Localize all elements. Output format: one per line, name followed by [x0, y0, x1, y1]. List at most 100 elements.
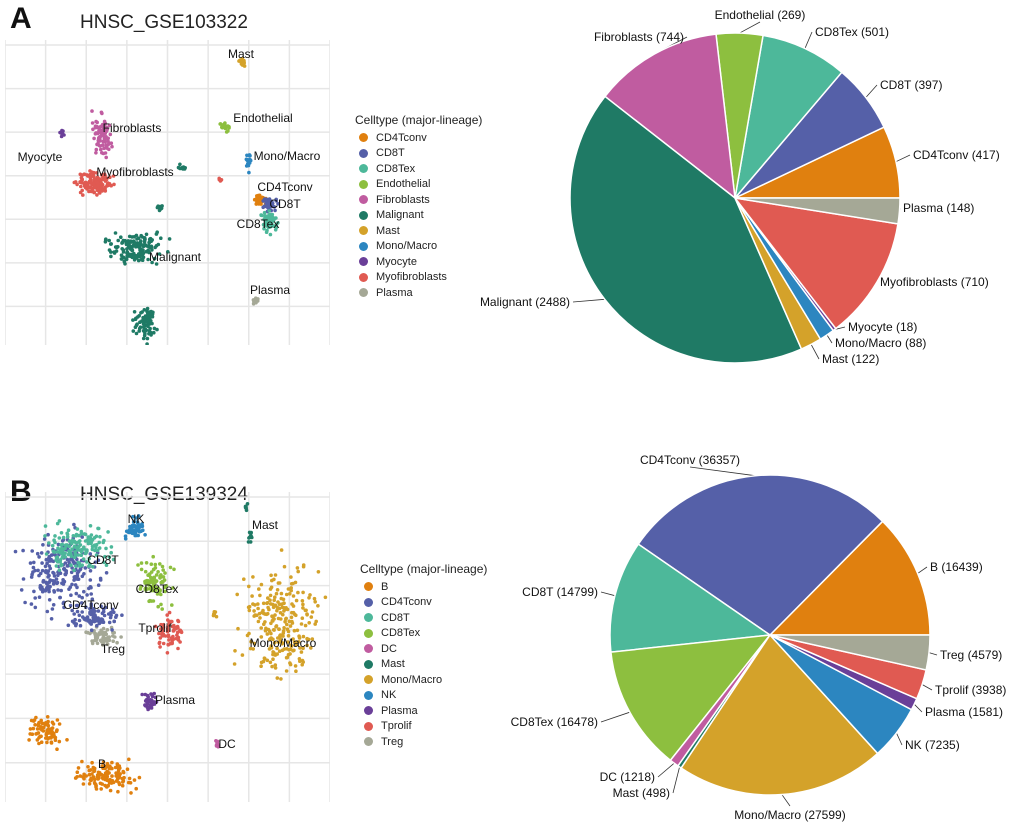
umap-point: [288, 624, 293, 628]
umap-point: [75, 609, 80, 614]
umap-point: [136, 527, 141, 532]
leader-line: [826, 334, 833, 344]
umap-point: [232, 662, 237, 666]
umap-point: [81, 557, 86, 561]
umap-point: [139, 561, 144, 565]
umap-point: [108, 788, 113, 793]
umap-point: [178, 640, 182, 644]
umap-point: [120, 240, 125, 245]
umap-point: [57, 722, 62, 726]
umap-point: [97, 143, 101, 148]
umap-point: [102, 126, 107, 130]
umap-point: [100, 151, 104, 155]
umap-point: [83, 180, 88, 185]
umap-point: [111, 174, 116, 178]
umap-point: [215, 740, 219, 745]
umap-point: [259, 660, 264, 665]
umap-point: [91, 173, 96, 177]
umap-point: [90, 597, 95, 601]
umap-point: [103, 240, 108, 244]
legend-label: Mono/Macro: [381, 673, 443, 686]
umap-point: [91, 127, 95, 132]
umap-cluster-b: [27, 715, 69, 751]
umap-point: [139, 233, 143, 238]
umap-point: [109, 613, 113, 617]
umap-point: [247, 153, 252, 157]
umap-point: [92, 190, 96, 194]
umap-point: [269, 573, 273, 578]
umap-point: [57, 568, 62, 572]
umap-point: [146, 311, 150, 316]
umap-point: [90, 109, 94, 113]
umap-point: [243, 504, 248, 509]
umap-point: [270, 664, 274, 669]
umap-point: [273, 573, 278, 577]
umap-point: [309, 615, 314, 619]
umap-point: [99, 787, 103, 791]
umap-point: [21, 577, 26, 581]
umap-point: [139, 311, 143, 315]
umap-point: [102, 633, 106, 637]
umap-point: [72, 555, 77, 560]
umap-point: [88, 578, 93, 582]
umap-point: [95, 641, 100, 646]
pie-label-plasma: Plasma (148): [903, 201, 974, 215]
legend-swatch: [359, 272, 368, 282]
umap-point: [109, 242, 113, 246]
umap-point: [107, 238, 111, 243]
umap-point: [149, 312, 153, 316]
umap-point: [37, 573, 41, 578]
umap-point: [40, 589, 45, 594]
umap-point: [146, 244, 151, 249]
umap-point: [63, 561, 68, 565]
umap-point: [152, 326, 157, 331]
umap-point: [39, 740, 44, 744]
umap-point: [261, 601, 266, 606]
umap-cluster-mono-macro: [211, 610, 219, 619]
umap-point: [94, 171, 99, 175]
umap-point: [220, 124, 225, 129]
umap-point: [64, 571, 68, 575]
pie-slice-mono-macro: [680, 633, 879, 796]
umap-point: [131, 514, 135, 519]
umap-point: [120, 613, 124, 617]
umap-point: [127, 243, 131, 247]
umap-point: [259, 582, 264, 587]
umap-point: [72, 578, 76, 582]
umap-point: [88, 768, 93, 772]
umap-point: [262, 223, 266, 227]
umap-point: [273, 666, 278, 670]
umap-point: [282, 626, 286, 630]
umap-point: [59, 531, 64, 535]
umap-point: [121, 248, 126, 252]
umap-point: [43, 723, 47, 727]
cluster-label-treg: Treg: [101, 642, 125, 656]
umap-point: [94, 553, 99, 557]
umap-point: [284, 655, 289, 660]
cluster-label-cd8tex: CD8Tex: [136, 582, 179, 596]
umap-point: [247, 608, 252, 613]
legend-swatch: [364, 690, 373, 700]
umap-point: [52, 580, 57, 585]
umap-point: [120, 776, 124, 781]
umap-point: [214, 614, 219, 619]
umap-point: [168, 565, 173, 570]
umap-point: [244, 157, 249, 162]
umap-point: [50, 543, 55, 548]
umap-point: [263, 216, 267, 220]
umap-point: [28, 727, 33, 731]
umap-point: [268, 660, 273, 665]
umap-point: [132, 519, 136, 523]
umap-point: [171, 586, 175, 590]
umap-point: [55, 521, 60, 526]
legend-label: CD8T: [381, 611, 410, 624]
umap-point: [275, 652, 280, 656]
umap-point: [152, 567, 156, 572]
umap-point: [301, 602, 305, 607]
umap-point: [161, 641, 166, 646]
panel-a-title: HNSC_GSE103322: [80, 12, 248, 33]
umap-point: [166, 250, 170, 254]
umap-point: [88, 169, 92, 173]
umap-point: [178, 162, 182, 167]
legend-item-cd4tconv: CD4Tconv: [355, 130, 482, 146]
